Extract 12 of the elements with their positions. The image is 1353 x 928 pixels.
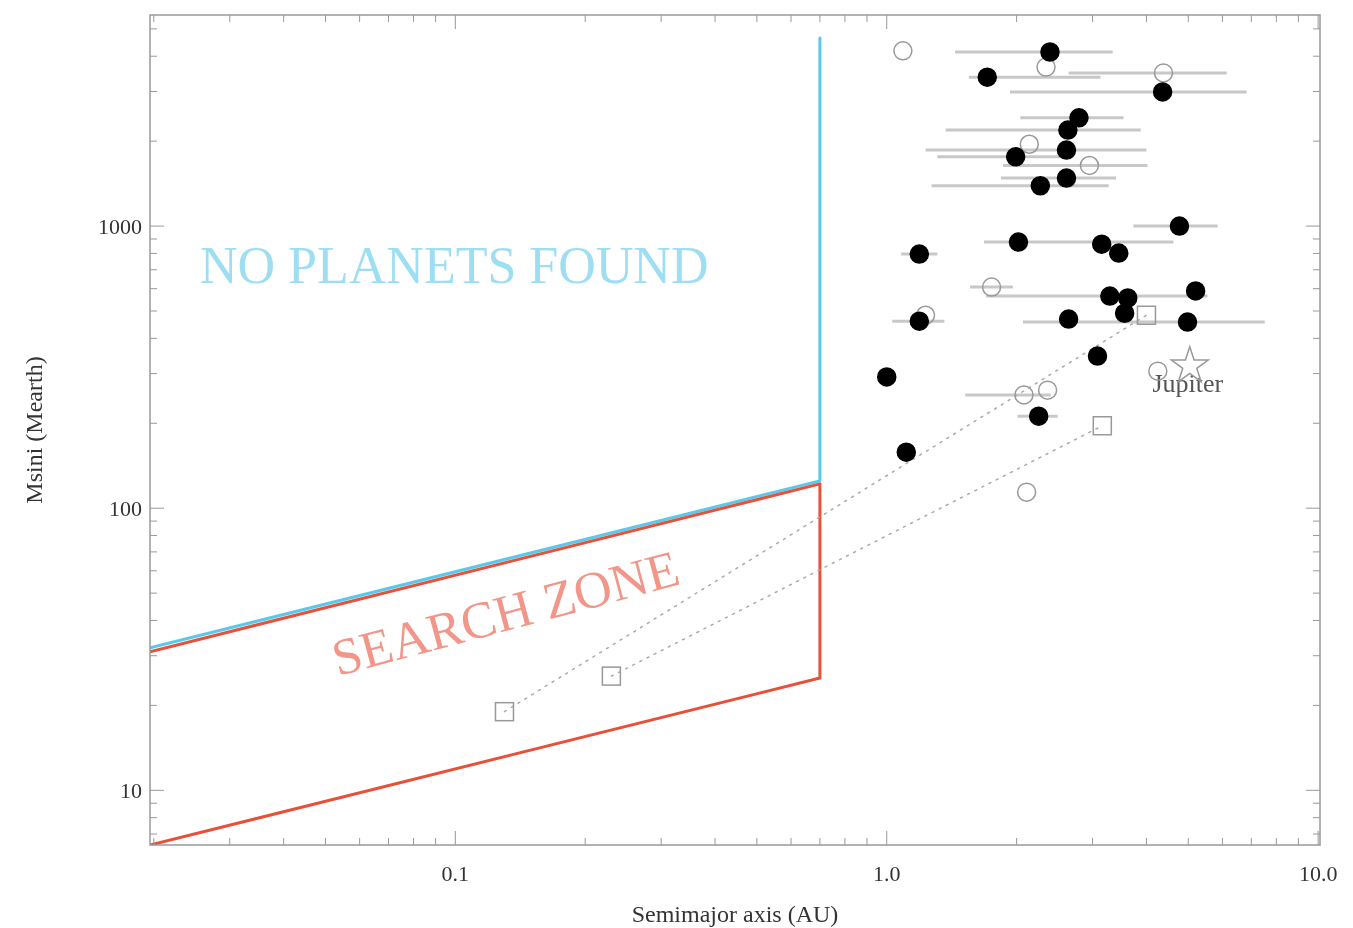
x-tick-label: 1.0: [872, 861, 901, 886]
y-tick-label: 1000: [98, 214, 142, 240]
y-tick-label: 100: [109, 496, 142, 522]
line-series: [150, 482, 822, 845]
y-tick-label: 10: [120, 778, 142, 804]
x-axis-title: Semimajor axis (AU): [631, 901, 839, 927]
annotation: NO PLANETS FOUND: [200, 237, 709, 294]
y-axis-title: Msini (Mearth): [21, 356, 47, 504]
x-tick-label: 10.0: [1298, 861, 1338, 886]
annotation: SEARCH ZONE: [325, 539, 686, 687]
x-tick-label: 0.1: [441, 861, 470, 886]
annotation: Jupiter: [1152, 369, 1224, 399]
